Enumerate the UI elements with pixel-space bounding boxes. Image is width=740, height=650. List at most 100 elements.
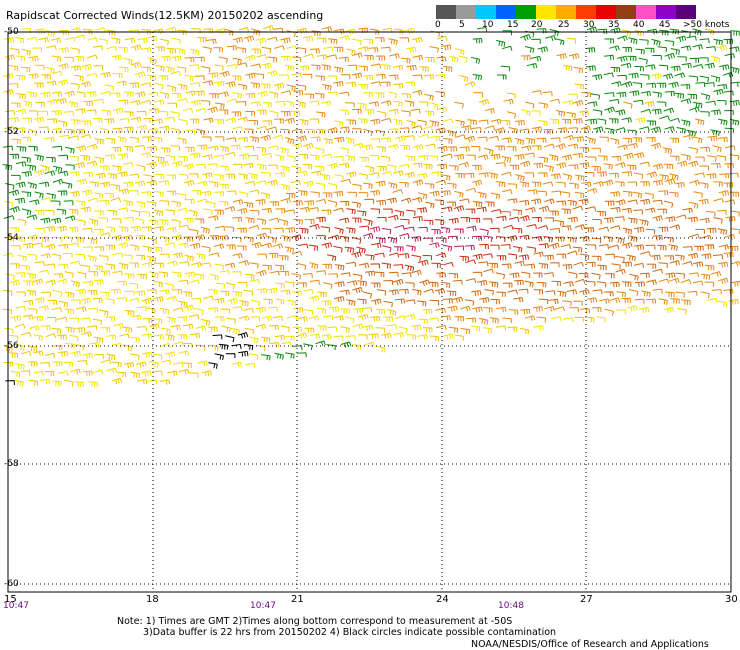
- wind-barb: [616, 91, 627, 98]
- wind-barb: [422, 237, 433, 243]
- wind-barb: [321, 153, 333, 159]
- wind-barb: [11, 102, 21, 108]
- wind-barb: [345, 137, 355, 145]
- wind-barb: [147, 237, 157, 245]
- wind-barb: [279, 147, 289, 155]
- wind-barb: [177, 156, 188, 162]
- wind-barb: [622, 171, 633, 177]
- wind-barb: [665, 272, 676, 279]
- wind-barb: [80, 155, 90, 161]
- wind-barb: [35, 227, 45, 233]
- wind-barb: [226, 45, 237, 51]
- wind-barb: [238, 350, 249, 357]
- wind-barb: [627, 142, 638, 149]
- wind-barb: [286, 299, 297, 307]
- wind-barb: [194, 307, 204, 316]
- wind-barb: [428, 317, 439, 323]
- wind-barb: [86, 109, 97, 115]
- wind-barb: [363, 182, 373, 189]
- wind-barb: [538, 243, 549, 249]
- wind-barb: [69, 171, 80, 177]
- wind-barb: [449, 165, 459, 171]
- wind-barb: [652, 199, 663, 205]
- wind-barb: [634, 30, 645, 37]
- wind-barb: [46, 98, 58, 106]
- wind-barb: [82, 370, 93, 377]
- wind-barb: [483, 268, 494, 274]
- wind-barb: [579, 236, 590, 242]
- wind-barb: [14, 197, 26, 204]
- wind-barb: [370, 138, 381, 144]
- wind-barb: [479, 297, 490, 304]
- wind-barb: [495, 162, 506, 168]
- wind-barb: [189, 48, 200, 56]
- wind-barb: [93, 279, 104, 285]
- wind-barb: [641, 290, 651, 298]
- wind-barb: [580, 308, 590, 314]
- wind-barb: [261, 153, 272, 158]
- wind-barb: [724, 145, 736, 151]
- wind-barb: [555, 162, 567, 169]
- wind-barb: [369, 190, 381, 196]
- wind-barb: [136, 306, 147, 312]
- wind-barb: [609, 297, 621, 303]
- wind-barb: [3, 215, 15, 221]
- wind-barb: [14, 379, 24, 387]
- wind-barb: [207, 106, 218, 114]
- wind-barb: [488, 262, 498, 269]
- wind-barb: [339, 91, 350, 97]
- wind-barb: [52, 289, 63, 297]
- wind-barb: [405, 299, 416, 305]
- wind-barb: [10, 48, 20, 55]
- wind-barb: [33, 116, 44, 123]
- wind-barb: [596, 281, 607, 288]
- wind-barb: [376, 199, 387, 206]
- colorbar-label: 35: [608, 20, 620, 30]
- wind-barb: [609, 191, 620, 197]
- wind-barb: [320, 226, 331, 233]
- wind-barb: [633, 152, 645, 159]
- wind-barb: [585, 65, 596, 72]
- note-line: 3)Data buffer is 22 hrs from 20150202 4)…: [143, 627, 557, 638]
- wind-barb: [470, 56, 481, 64]
- wind-barb: [333, 191, 344, 197]
- lat-label: -60: [4, 579, 19, 589]
- wind-barb: [699, 38, 710, 44]
- wind-barb: [574, 316, 584, 322]
- wind-barb: [693, 191, 703, 198]
- wind-barb: [488, 135, 499, 141]
- wind-barb: [243, 343, 254, 351]
- wind-barb: [23, 280, 33, 286]
- wind-barb: [214, 191, 225, 197]
- wind-barb: [598, 244, 609, 250]
- wind-barb: [296, 352, 307, 358]
- wind-barb: [245, 92, 256, 99]
- wind-barb: [717, 137, 728, 143]
- wind-barb: [455, 134, 466, 140]
- wind-barb: [345, 28, 356, 35]
- wind-barb: [82, 352, 93, 360]
- wind-barb: [272, 243, 284, 249]
- wind-barb: [392, 65, 404, 71]
- wind-barb: [188, 372, 199, 378]
- wind-barb: [256, 54, 268, 60]
- wind-barb: [87, 325, 98, 331]
- wind-barb: [225, 151, 236, 157]
- wind-barb: [110, 92, 121, 98]
- wind-barb: [585, 206, 597, 212]
- wind-barb: [166, 174, 177, 180]
- wind-barb: [74, 381, 85, 388]
- wind-barb: [346, 171, 357, 178]
- wind-barb: [365, 270, 376, 277]
- wind-barb: [455, 173, 465, 179]
- wind-barb: [489, 227, 500, 233]
- wind-barb: [255, 37, 267, 44]
- wind-barb: [215, 282, 225, 289]
- wind-barb: [489, 317, 499, 324]
- wind-barb: [644, 47, 655, 53]
- wind-barb: [639, 307, 650, 314]
- wind-barb: [203, 208, 213, 215]
- wind-barb: [538, 120, 548, 127]
- wind-barb: [664, 126, 675, 132]
- wind-barb: [44, 243, 56, 251]
